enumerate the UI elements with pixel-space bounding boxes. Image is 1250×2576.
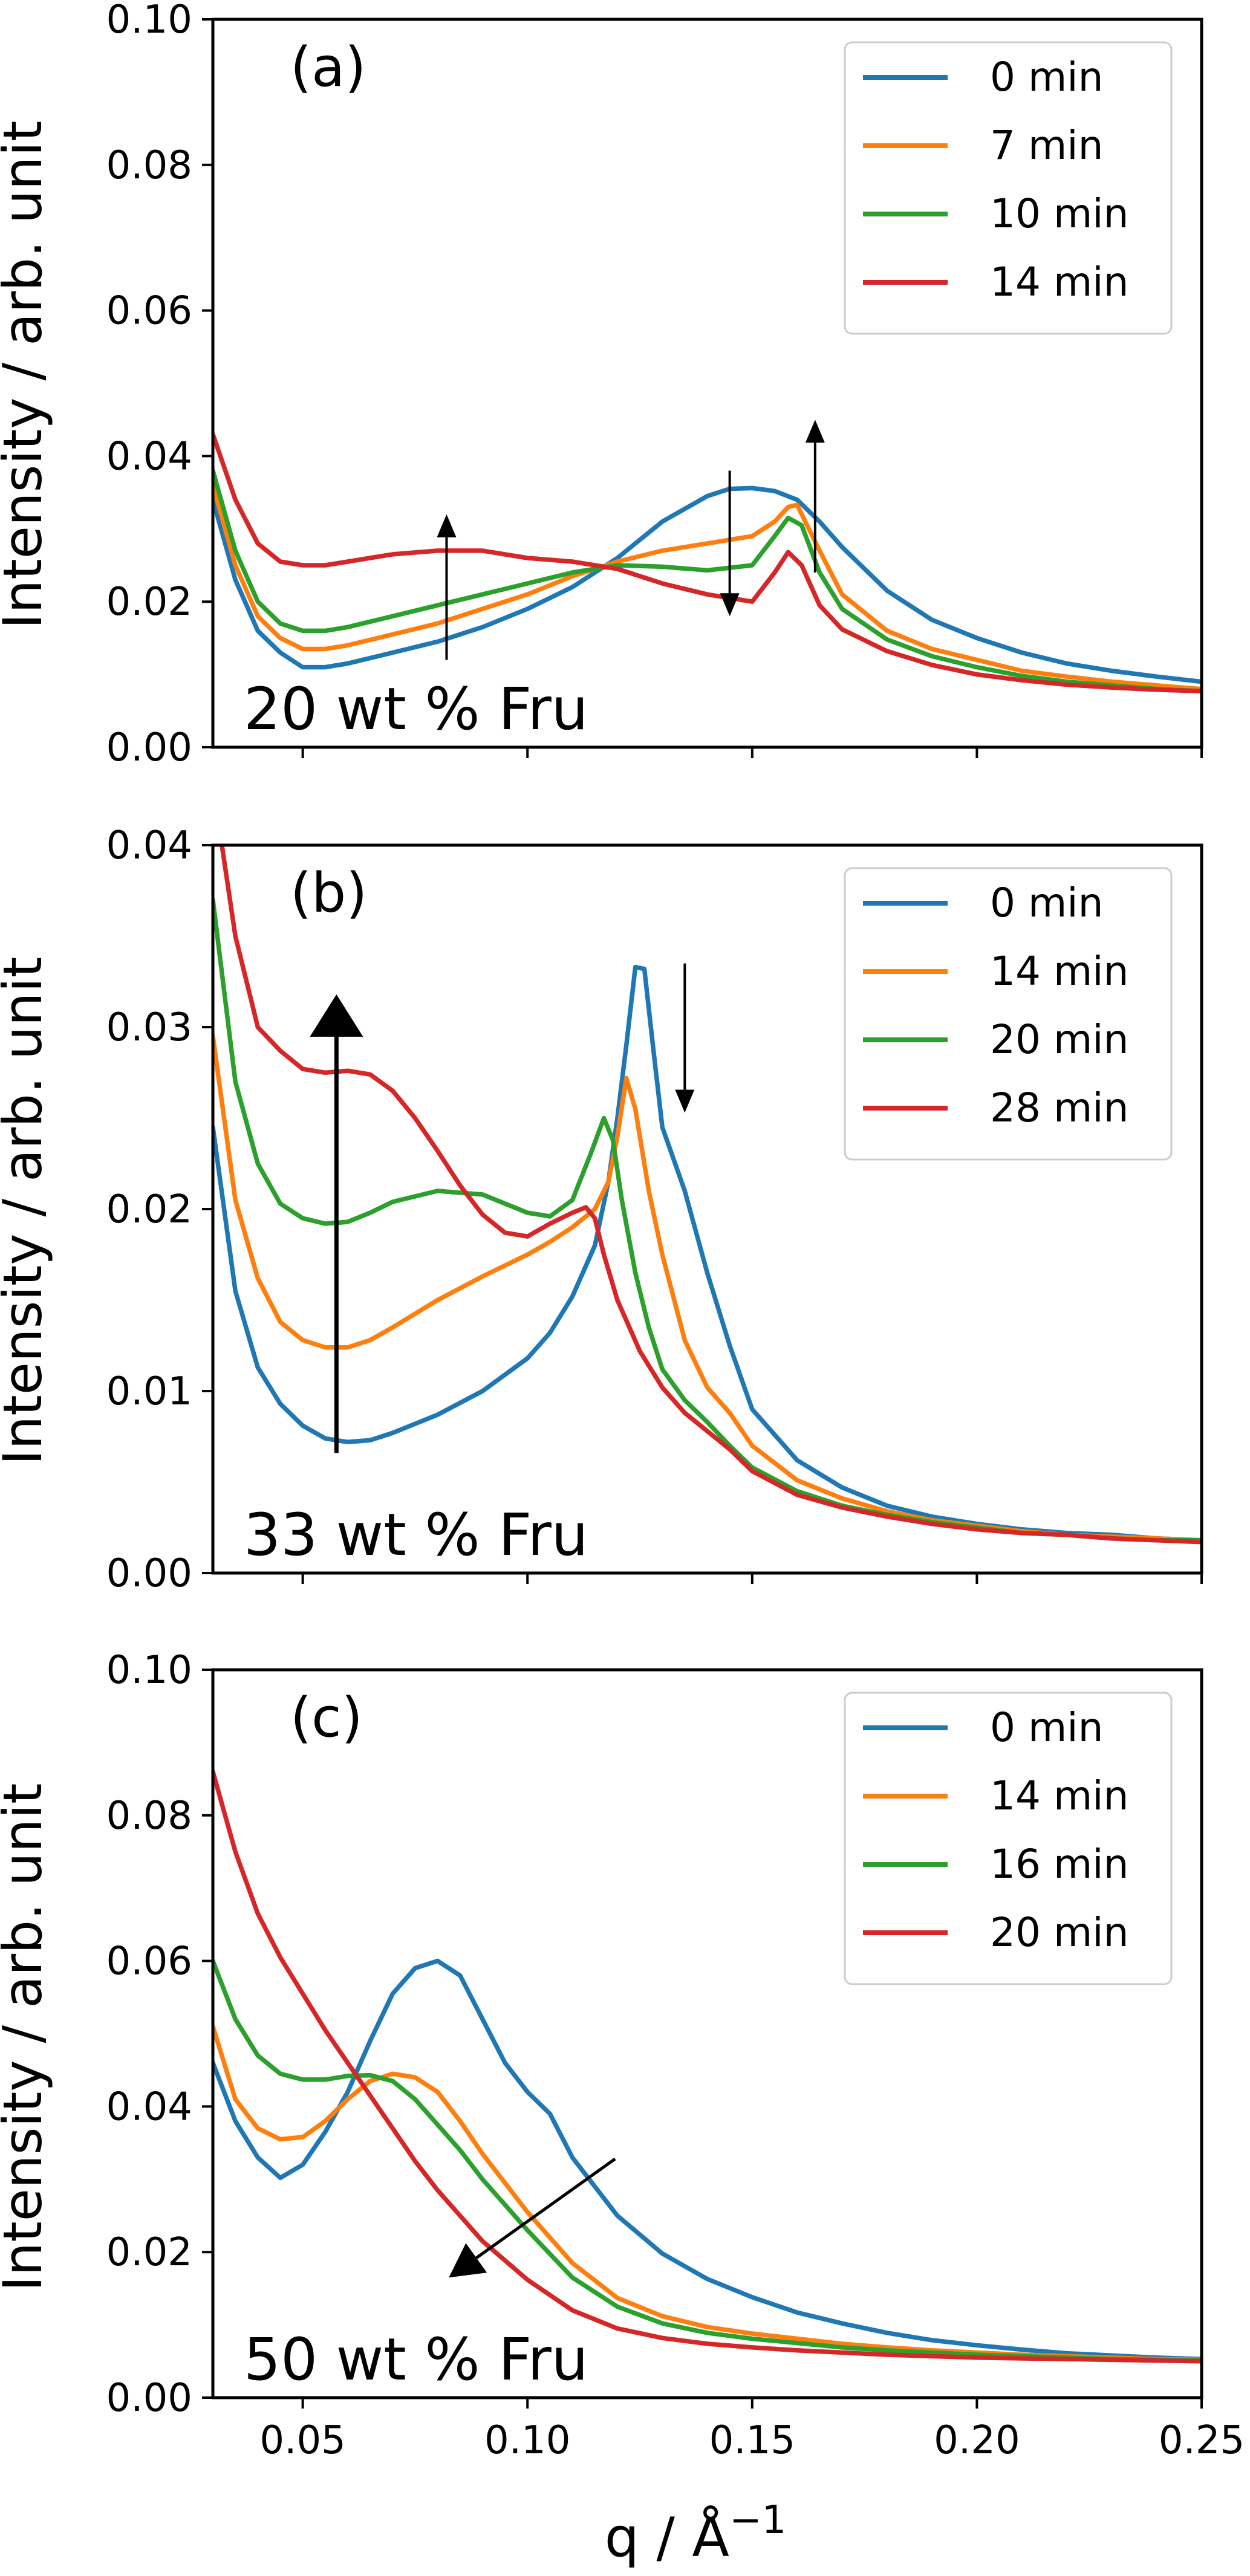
- legend: 0 min 14 min 20 min 28 min: [844, 867, 1173, 1161]
- x-tick-label: 0.20: [934, 2418, 1020, 2463]
- y-tick-label: 0.08: [106, 143, 193, 188]
- legend-box: [844, 41, 1173, 335]
- series-line-7-min: [213, 482, 1202, 692]
- legend-label: 14 min: [990, 1773, 1128, 1819]
- legend-label: 20 min: [990, 1016, 1128, 1063]
- y-tick-label: 0.02: [106, 2230, 193, 2275]
- panel-label: (b): [290, 861, 367, 925]
- series-group: [213, 432, 1202, 694]
- panel-label: (a): [290, 36, 366, 99]
- x-axis-label-exponent: −1: [729, 2498, 786, 2543]
- x-tick-label: 0.15: [709, 2418, 796, 2463]
- arrow-head: [805, 420, 825, 443]
- y-tick-label: 0.10: [106, 0, 193, 42]
- annotation-text: 50 wt % Fru: [244, 2326, 588, 2393]
- axes-frame: [211, 1668, 1203, 2399]
- y-tick-label: 0.00: [106, 2376, 193, 2421]
- y-axis-label-a: Intensity / arb. unit: [0, 120, 54, 629]
- annotation-text: 20 wt % Fru: [244, 675, 588, 743]
- x-axis-label-main: q / Å: [605, 2505, 729, 2569]
- arrow-head: [310, 994, 363, 1037]
- series-line-16-min: [213, 1958, 1202, 2363]
- x-tick-label: 0.10: [484, 2418, 571, 2463]
- panel-c: 0.00 0.02 0.04 0.06 0.08 0.10 0.05 0.10 0.15 0.20…: [106, 1648, 1245, 2463]
- annotation-text: 33 wt % Fru: [244, 1501, 588, 1569]
- legend-label: 16 min: [990, 1841, 1128, 1887]
- panel-a: 0.00 0.02 0.04 0.06 0.08 0.10 (a) 20 wt % Fru 0 …: [106, 0, 1203, 770]
- y-tick-label: 0.10: [106, 1648, 193, 1693]
- y-tick-label: 0.08: [106, 1794, 193, 1838]
- legend-label: 20 min: [990, 1909, 1128, 1956]
- y-tick-label: 0.03: [106, 1005, 193, 1050]
- series-line-28-min: [220, 845, 1202, 1545]
- series-group: [213, 845, 1202, 1545]
- axes-frame: [211, 18, 1203, 749]
- y-axis-label-b: Intensity / arb. unit: [0, 956, 54, 1465]
- y-axis-label-c: Intensity / arb. unit: [0, 1783, 54, 2291]
- y-tick-label: 0.04: [106, 823, 193, 868]
- series-line-0-min: [213, 485, 1202, 684]
- y-tick-label: 0.02: [106, 1187, 193, 1232]
- arrow-head: [437, 514, 457, 537]
- y-tick-label: 0.06: [106, 1939, 193, 1984]
- legend: 0 min 7 min 10 min 14 min: [844, 41, 1173, 335]
- legend-label: 14 min: [990, 948, 1128, 994]
- arrow-head: [720, 593, 740, 617]
- legend-label: 14 min: [990, 259, 1128, 305]
- x-axis-label: q / Å−1: [605, 2498, 787, 2569]
- y-tick-label: 0.04: [106, 434, 193, 479]
- legend-label: 7 min: [990, 122, 1103, 169]
- y-tick-label: 0.00: [106, 725, 193, 770]
- legend-label: 0 min: [990, 1704, 1103, 1751]
- legend-box: [844, 867, 1173, 1161]
- legend-label: 0 min: [990, 54, 1103, 100]
- series-line-0-min: [213, 964, 1202, 1543]
- legend-label: 0 min: [990, 880, 1103, 926]
- panel-b: 0.00 0.01 0.02 0.03 0.04 (b) 33 wt % Fru 0 min 1…: [106, 823, 1203, 1596]
- arrow-head: [449, 2243, 487, 2278]
- panels-layer: 0.00 0.02 0.04 0.06 0.08 0.10 (a) 20 wt % Fru 0 …: [106, 0, 1245, 2463]
- x-tick-label: 0.05: [259, 2418, 346, 2463]
- legend-box: [844, 1692, 1173, 1985]
- y-tick-label: 0.06: [106, 289, 193, 334]
- y-tick-label: 0.01: [106, 1369, 193, 1414]
- legend-label: 28 min: [990, 1085, 1128, 1131]
- panel-label: (c): [290, 1686, 363, 1750]
- arrow-head: [675, 1089, 695, 1113]
- y-tick-label: 0.02: [106, 580, 193, 625]
- legend-label: 10 min: [990, 190, 1128, 237]
- series-line-14-min: [213, 432, 1202, 694]
- series-line-10-min: [213, 468, 1202, 694]
- series-group: [213, 1769, 1202, 2364]
- legend: 0 min 14 min 16 min 20 min: [844, 1692, 1173, 1985]
- series-line-0-min: [213, 1958, 1202, 2361]
- series-line-20-min: [213, 1769, 1202, 2364]
- arrow-shaft: [470, 2158, 616, 2263]
- y-tick-label: 0.04: [106, 2084, 193, 2129]
- x-tick-label: 0.25: [1159, 2418, 1245, 2463]
- y-tick-label: 0.00: [106, 1551, 193, 1596]
